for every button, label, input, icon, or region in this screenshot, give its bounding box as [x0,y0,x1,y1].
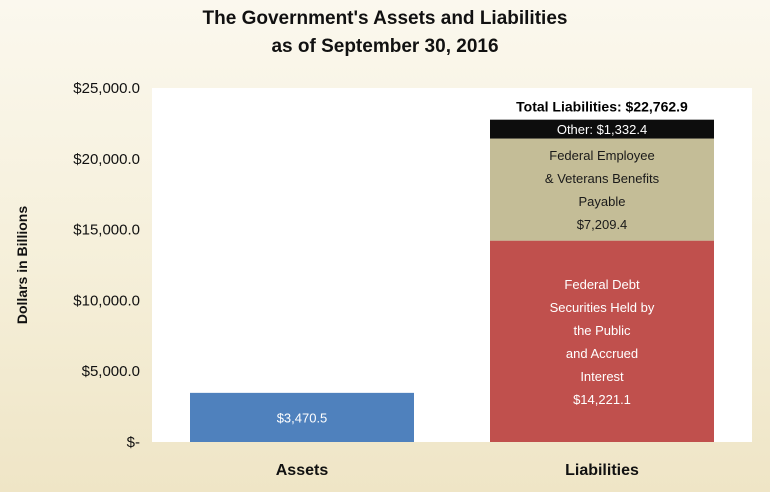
y-tick-label: $5,000.0 [82,363,140,380]
data-label: $7,209.4 [577,217,628,232]
y-tick-label: $10,000.0 [73,292,140,309]
data-label: & Veterans Benefits [545,171,660,186]
data-label: $3,470.5 [277,410,328,425]
y-axis: $- $5,000.0 $10,000.0 $15,000.0 $20,000.0 $25… [73,80,140,451]
y-tick-label: $20,000.0 [73,151,140,168]
chart-title: The Government's Assets and Liabilities a… [203,8,568,57]
y-tick-label: $- [127,434,140,451]
bar-segment [490,138,714,241]
data-label: Other: $1,332.4 [557,122,647,137]
bar-segment [490,240,714,442]
bar-segment [490,119,714,139]
total-label: Total Liabilities: $22,762.9 [516,99,688,115]
bars: $3,470.5 Federal Debt Securities Held by th… [190,99,714,442]
data-label: Payable [579,194,626,209]
bar-segment [190,392,414,442]
data-label: the Public [573,323,631,338]
data-label: Federal Employee [549,148,655,163]
data-label: and Accrued [566,346,638,361]
data-label: Securities Held by [550,300,655,315]
chart-title-line: as of September 30, 2016 [271,36,498,57]
y-tick-label: $25,000.0 [73,80,140,97]
x-tick-label: Assets [276,462,329,479]
y-axis-label: Dollars in Billions [14,206,30,324]
chart-title-line: The Government's Assets and Liabilities [203,8,568,29]
y-tick-label: $15,000.0 [73,222,140,239]
x-tick-label: Liabilities [565,462,639,479]
x-axis: Assets Liabilities [276,462,639,479]
data-label: Interest [580,369,624,384]
data-label: $14,221.1 [573,392,631,407]
data-label: Federal Debt [564,277,640,292]
